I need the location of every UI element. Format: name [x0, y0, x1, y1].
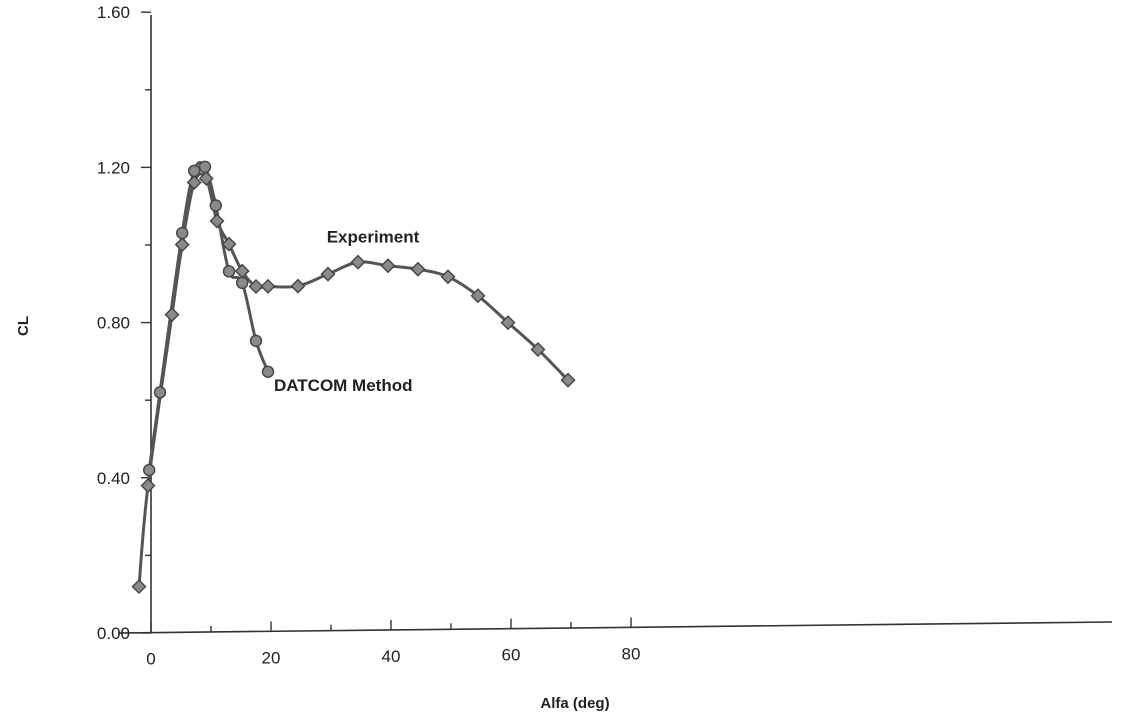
- x-tick-label: 60: [502, 646, 521, 665]
- data-point-experiment: [198, 170, 214, 186]
- annotation-experiment: Experiment: [327, 228, 420, 247]
- data-point-datcom-method: [249, 334, 263, 348]
- data-point-experiment: [221, 236, 237, 252]
- y-tick-label: 0.00: [97, 624, 130, 643]
- data-point-experiment: [440, 269, 456, 285]
- data-point-experiment: [174, 237, 190, 253]
- data-point-experiment: [164, 307, 180, 323]
- data-point-datcom-method: [187, 164, 201, 178]
- data-point-experiment: [560, 372, 576, 388]
- x-tick-label: 40: [382, 647, 401, 666]
- data-point-experiment: [131, 579, 147, 595]
- data-point-experiment: [260, 278, 276, 294]
- annotation-datcom-method: DATCOM Method: [274, 376, 413, 395]
- x-tick-label: 20: [262, 648, 281, 667]
- data-point-experiment: [410, 261, 426, 277]
- data-point-experiment: [500, 315, 516, 331]
- data-point-experiment: [470, 288, 486, 304]
- x-tick-label: 0: [146, 650, 155, 669]
- data-point-experiment: [186, 174, 202, 190]
- y-tick-label: 1.20: [97, 158, 130, 177]
- data-point-datcom-method: [153, 386, 167, 399]
- data-point-experiment: [248, 279, 264, 295]
- data-point-datcom-method: [209, 199, 223, 212]
- y-tick-label: 0.80: [97, 314, 130, 333]
- ticks: [141, 11, 632, 634]
- data-point-experiment: [530, 341, 546, 357]
- data-point-experiment: [380, 258, 396, 274]
- data-point-experiment: [290, 278, 306, 294]
- x-axis-title: Alfa (deg): [540, 695, 609, 712]
- data-point-experiment: [350, 254, 366, 270]
- data-point-datcom-method: [222, 265, 236, 278]
- data-point-datcom-method: [235, 276, 249, 290]
- x-axis-line: [117, 621, 1113, 634]
- data-point-datcom-method: [261, 365, 275, 378]
- tick-labels: 0.00 0.40 0.80 1.20 1.60 0 20 40 60 80: [97, 3, 641, 668]
- data-point-datcom-method: [142, 463, 156, 477]
- y-tick-label: 1.60: [97, 3, 130, 22]
- y-axis-title: CL: [15, 316, 32, 336]
- axes: [117, 15, 1113, 634]
- data-point-datcom-method: [175, 226, 189, 240]
- y-tick-label: 0.40: [97, 469, 130, 488]
- data-point-experiment: [209, 213, 225, 229]
- x-tick-label: 80: [622, 644, 641, 663]
- data-point-experiment: [320, 266, 336, 282]
- data-point-experiment: [140, 478, 156, 494]
- series-lines: [137, 161, 570, 589]
- markers: [131, 160, 576, 595]
- labels: Alfa (deg) CL Experiment DATCOM Method: [15, 228, 610, 712]
- data-point-datcom-method: [198, 160, 212, 174]
